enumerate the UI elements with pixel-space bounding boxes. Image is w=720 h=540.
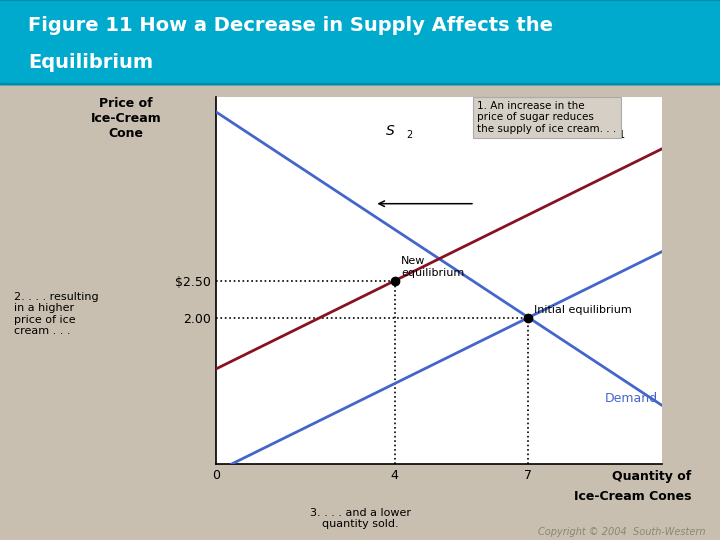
Text: 3. . . . and a lower
quantity sold.: 3. . . . and a lower quantity sold. bbox=[310, 508, 410, 529]
Text: Equilibrium: Equilibrium bbox=[28, 53, 153, 72]
Text: Quantity of: Quantity of bbox=[612, 470, 691, 483]
Text: Figure 11 How a Decrease in Supply Affects the: Figure 11 How a Decrease in Supply Affec… bbox=[28, 16, 554, 35]
Text: Price of
Ice-Cream
Cone: Price of Ice-Cream Cone bbox=[91, 97, 161, 140]
Text: 2: 2 bbox=[407, 130, 413, 140]
FancyBboxPatch shape bbox=[0, 0, 720, 84]
Text: 1. An increase in the
price of sugar reduces
the supply of ice cream. . .: 1. An increase in the price of sugar red… bbox=[477, 101, 616, 134]
Text: 2. . . . resulting
in a higher
price of ice
cream . . .: 2. . . . resulting in a higher price of … bbox=[14, 292, 99, 336]
Text: New
equilibrium: New equilibrium bbox=[401, 256, 464, 278]
Text: S: S bbox=[386, 124, 395, 138]
Text: Initial equilibrium: Initial equilibrium bbox=[534, 305, 631, 315]
Text: Demand: Demand bbox=[604, 392, 657, 405]
Text: S: S bbox=[598, 124, 606, 138]
Text: Copyright © 2004  South-Western: Copyright © 2004 South-Western bbox=[538, 527, 706, 537]
Text: Ice-Cream Cones: Ice-Cream Cones bbox=[574, 490, 691, 503]
Text: 1: 1 bbox=[618, 130, 625, 140]
